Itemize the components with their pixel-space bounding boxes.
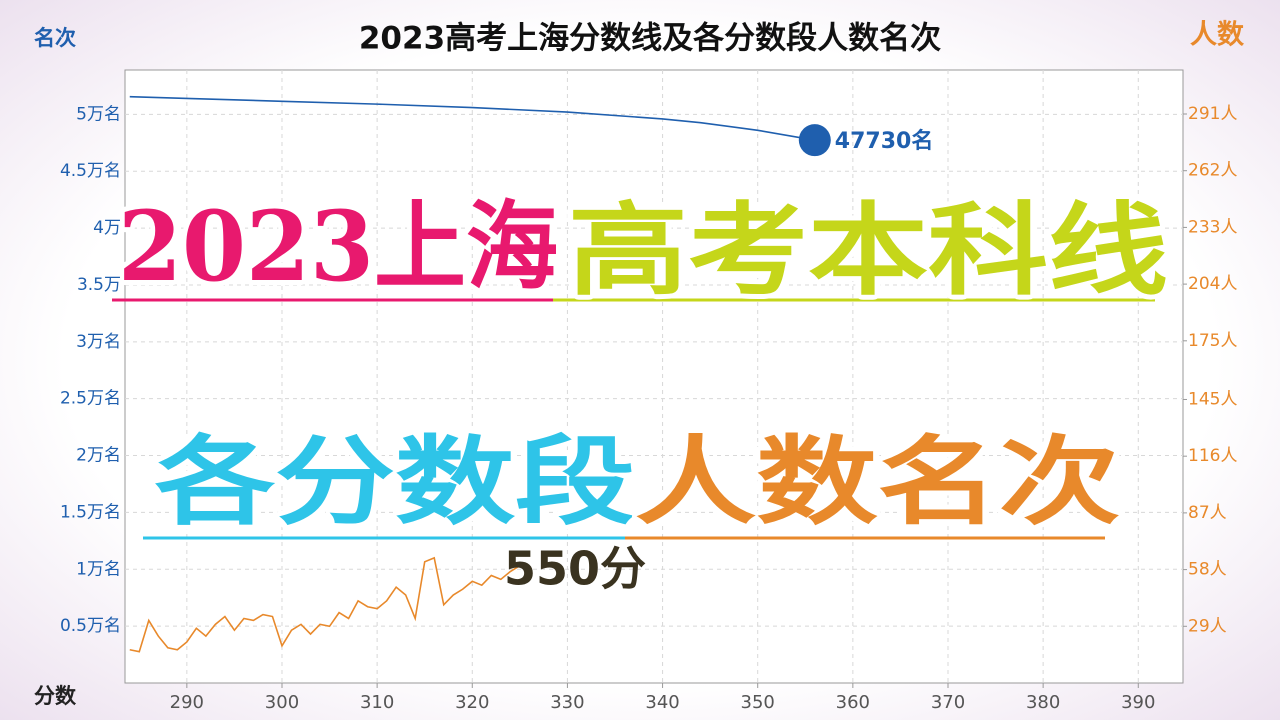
y2-tick-label: 291人 <box>1188 104 1237 124</box>
y-tick-label: 4万 <box>93 218 121 238</box>
y2-axis-label: 人数 <box>1190 20 1245 51</box>
y2-tick-label: 233人 <box>1188 217 1237 237</box>
overlay-subtitle: 人数名次 <box>635 426 1120 538</box>
end-marker <box>798 124 831 157</box>
y-tick-label: 1万名 <box>76 559 121 579</box>
chart-title: 2023高考上海分数线及各分数段人数名次 <box>359 21 941 57</box>
x-tick-label: 380 <box>1026 692 1060 713</box>
x-tick-label: 320 <box>455 692 489 713</box>
y-tick-label: 3.5万 <box>77 275 121 295</box>
y-tick-label: 3万名 <box>76 332 121 352</box>
x-axis-label: 分数 <box>34 684 77 708</box>
overlay-title: 2023上海 <box>118 190 558 303</box>
y2-tick-label: 262人 <box>1188 161 1237 181</box>
x-tick-label: 340 <box>645 692 679 713</box>
x-tick-label: 330 <box>550 692 584 713</box>
x-tick-label: 390 <box>1121 692 1155 713</box>
x-tick-label: 310 <box>360 692 394 713</box>
series-line <box>129 556 521 653</box>
annotation: 550分 <box>504 542 646 596</box>
y-tick-label: 2万名 <box>76 446 121 466</box>
y2-tick-label: 204人 <box>1188 274 1237 294</box>
y2-tick-label: 145人 <box>1188 389 1237 409</box>
overlay-subtitle: 各分数段 <box>155 426 635 538</box>
y-tick-label: 5万名 <box>76 104 121 124</box>
x-tick-label: 290 <box>170 692 204 713</box>
plot-area <box>124 69 1184 684</box>
x-tick-label: 370 <box>931 692 965 713</box>
y2-tick-label: 58人 <box>1188 560 1227 580</box>
y-tick-label: 2.5万名 <box>60 389 121 409</box>
y2-tick-label: 116人 <box>1188 446 1237 466</box>
y-axis-label: 名次 <box>34 26 76 50</box>
series-line <box>129 95 815 141</box>
y-tick-label: 0.5万名 <box>60 616 121 636</box>
y-tick-label: 4.5万名 <box>60 161 121 181</box>
data-label: 47730名 <box>835 128 934 154</box>
y-tick-label: 1.5万名 <box>60 502 121 522</box>
x-tick-label: 360 <box>836 692 870 713</box>
y2-tick-label: 29人 <box>1188 616 1227 636</box>
overlay-title: 高考本科线 <box>568 192 1168 309</box>
y2-tick-label: 175人 <box>1188 331 1237 351</box>
y2-tick-label: 87人 <box>1188 503 1227 523</box>
x-tick-label: 350 <box>741 692 775 713</box>
x-tick-label: 300 <box>265 692 299 713</box>
